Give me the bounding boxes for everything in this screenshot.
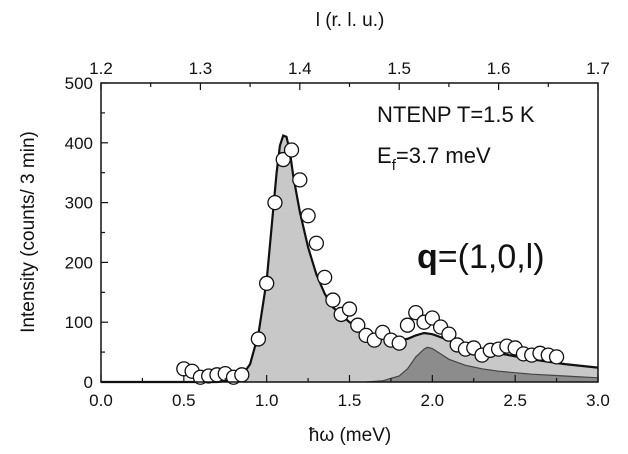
y-tick-label: 0 — [84, 373, 93, 392]
data-marker — [234, 367, 250, 383]
data-marker — [548, 349, 565, 365]
y-tick-label: 400 — [65, 134, 93, 153]
fit-curve-group — [101, 134, 599, 384]
top-x-tick-label: 1.6 — [487, 59, 511, 78]
data-point — [234, 367, 250, 383]
y-tick-label: 200 — [65, 253, 93, 272]
annotation-q-rest: =(1,0,l) — [438, 238, 545, 276]
total-fit-area — [101, 135, 598, 382]
data-marker — [308, 235, 325, 251]
data-point — [391, 335, 407, 351]
data-marker — [399, 317, 416, 333]
data-point — [292, 172, 308, 188]
data-point — [259, 275, 275, 291]
data-point — [250, 331, 267, 347]
top-x-tick-label: 1.3 — [189, 59, 213, 78]
data-point — [548, 349, 565, 365]
data-marker — [259, 275, 275, 291]
data-point — [283, 142, 300, 158]
data-point — [316, 269, 333, 286]
y-tick-label: 100 — [65, 313, 93, 332]
data-marker — [292, 172, 308, 188]
data-marker — [267, 194, 283, 211]
data-marker — [275, 151, 291, 168]
x-tick-label: 1.5 — [338, 391, 362, 410]
data-point-group — [176, 142, 565, 385]
data-point — [350, 317, 366, 333]
data-point — [300, 208, 316, 224]
x-tick-label: 3.0 — [586, 391, 610, 410]
top-x-tick-label: 1.2 — [89, 59, 113, 78]
annotation-ef-rest: =3.7 meV — [396, 143, 491, 168]
second-peak-area — [366, 347, 598, 382]
data-point — [441, 326, 457, 342]
x-tick-label: 2.0 — [421, 391, 445, 410]
tick-group: 0.0 0.5 1.0 1.5 2.0 2.5 3.0 0 100 200 300 400 5001.2… — [65, 59, 610, 410]
annotation-wavevector: q=(1,0,l) — [417, 238, 545, 276]
data-marker — [325, 292, 341, 308]
x-tick-label: 2.5 — [503, 391, 527, 410]
top-x-axis-title: l (r. l. u.) — [316, 10, 385, 31]
data-point — [275, 151, 291, 168]
data-point — [408, 304, 424, 321]
data-marker — [441, 326, 457, 342]
y-axis-title: Intensity (counts/ 3 min) — [18, 131, 39, 333]
top-x-tick-label: 1.4 — [288, 59, 312, 78]
x-tick-label: 0.0 — [89, 391, 113, 410]
y-tick-label: 500 — [65, 74, 93, 93]
second-peak-curve — [366, 346, 599, 383]
data-marker — [316, 269, 333, 286]
annotation-ef-main: E — [377, 143, 392, 168]
x-tick-label: 0.5 — [172, 391, 196, 410]
data-marker — [283, 142, 300, 158]
data-point — [399, 317, 416, 333]
data-marker — [250, 331, 267, 347]
annotation-final-energy: Ef=3.7 meV — [377, 143, 491, 174]
top-x-tick-label: 1.5 — [387, 59, 411, 78]
data-point — [341, 301, 358, 317]
data-marker — [408, 304, 424, 321]
top-x-tick-label: 1.7 — [586, 59, 610, 78]
data-marker — [300, 208, 316, 224]
fit-fill-group — [101, 135, 598, 382]
data-marker — [350, 317, 366, 333]
total-fit-curve — [101, 134, 599, 384]
annotation-ef-sub: f — [392, 157, 397, 174]
x-tick-label: 1.0 — [255, 391, 279, 410]
data-marker — [341, 301, 358, 317]
data-point — [267, 194, 283, 211]
annotation-q-bold: q — [417, 238, 438, 276]
data-marker — [391, 335, 407, 351]
data-point — [358, 327, 374, 344]
x-axis-title: ħω (meV) — [309, 425, 391, 446]
annotation-sample-temperature: NTENP T=1.5 K — [377, 102, 535, 127]
y-tick-label: 300 — [65, 194, 93, 213]
data-point — [308, 235, 325, 251]
data-point — [325, 292, 341, 308]
